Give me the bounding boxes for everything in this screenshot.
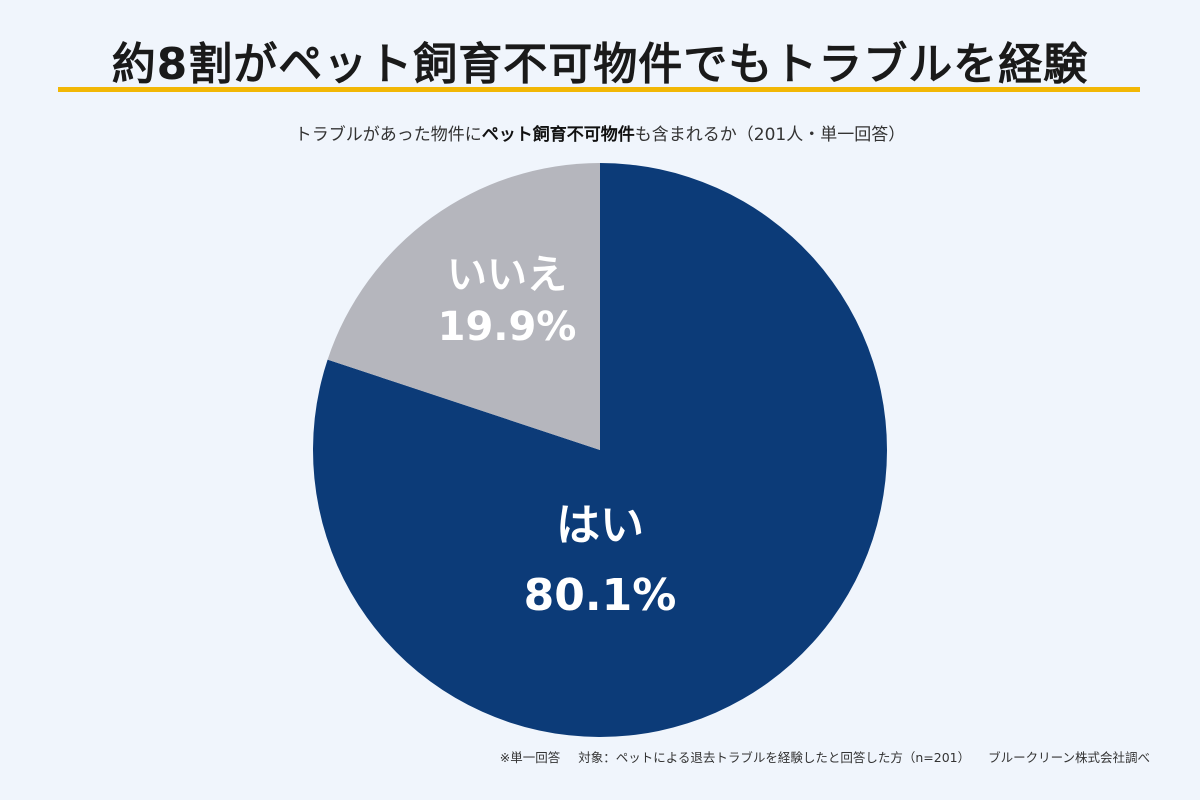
subtitle-emphasis: ペット飼育不可物件 (481, 125, 635, 145)
chart-subtitle: トラブルがあった物件にペット飼育不可物件も含まれるか（201人・単一回答） (0, 120, 1200, 145)
pie-slice-1 (327, 163, 600, 450)
footnote-answer-type: ※単一回答 (499, 750, 561, 765)
slice-value-0: 80.1% (524, 570, 677, 621)
chart-title: 約8割がペット飼育不可物件でもトラブルを経験 (111, 39, 1089, 90)
pie-slice-0 (313, 163, 888, 738)
subtitle-pre: トラブルがあった物件に (294, 125, 482, 145)
footnote-target: 対象：ペットによる退去トラブルを経験したと回答した方（n=201） (578, 750, 971, 765)
title-underline (58, 87, 1140, 92)
slice-value-1: 19.9% (438, 304, 577, 350)
footnote: ※単一回答 対象：ペットによる退去トラブルを経験したと回答した方（n=201） ブル… (500, 747, 1150, 766)
slice-label-1: いいえ (447, 252, 567, 298)
footnote-source: ブルークリーン株式会社調べ (988, 750, 1150, 765)
subtitle-post: も含まれるか（201人・単一回答） (634, 125, 906, 145)
slice-label-0: はい (556, 500, 644, 551)
